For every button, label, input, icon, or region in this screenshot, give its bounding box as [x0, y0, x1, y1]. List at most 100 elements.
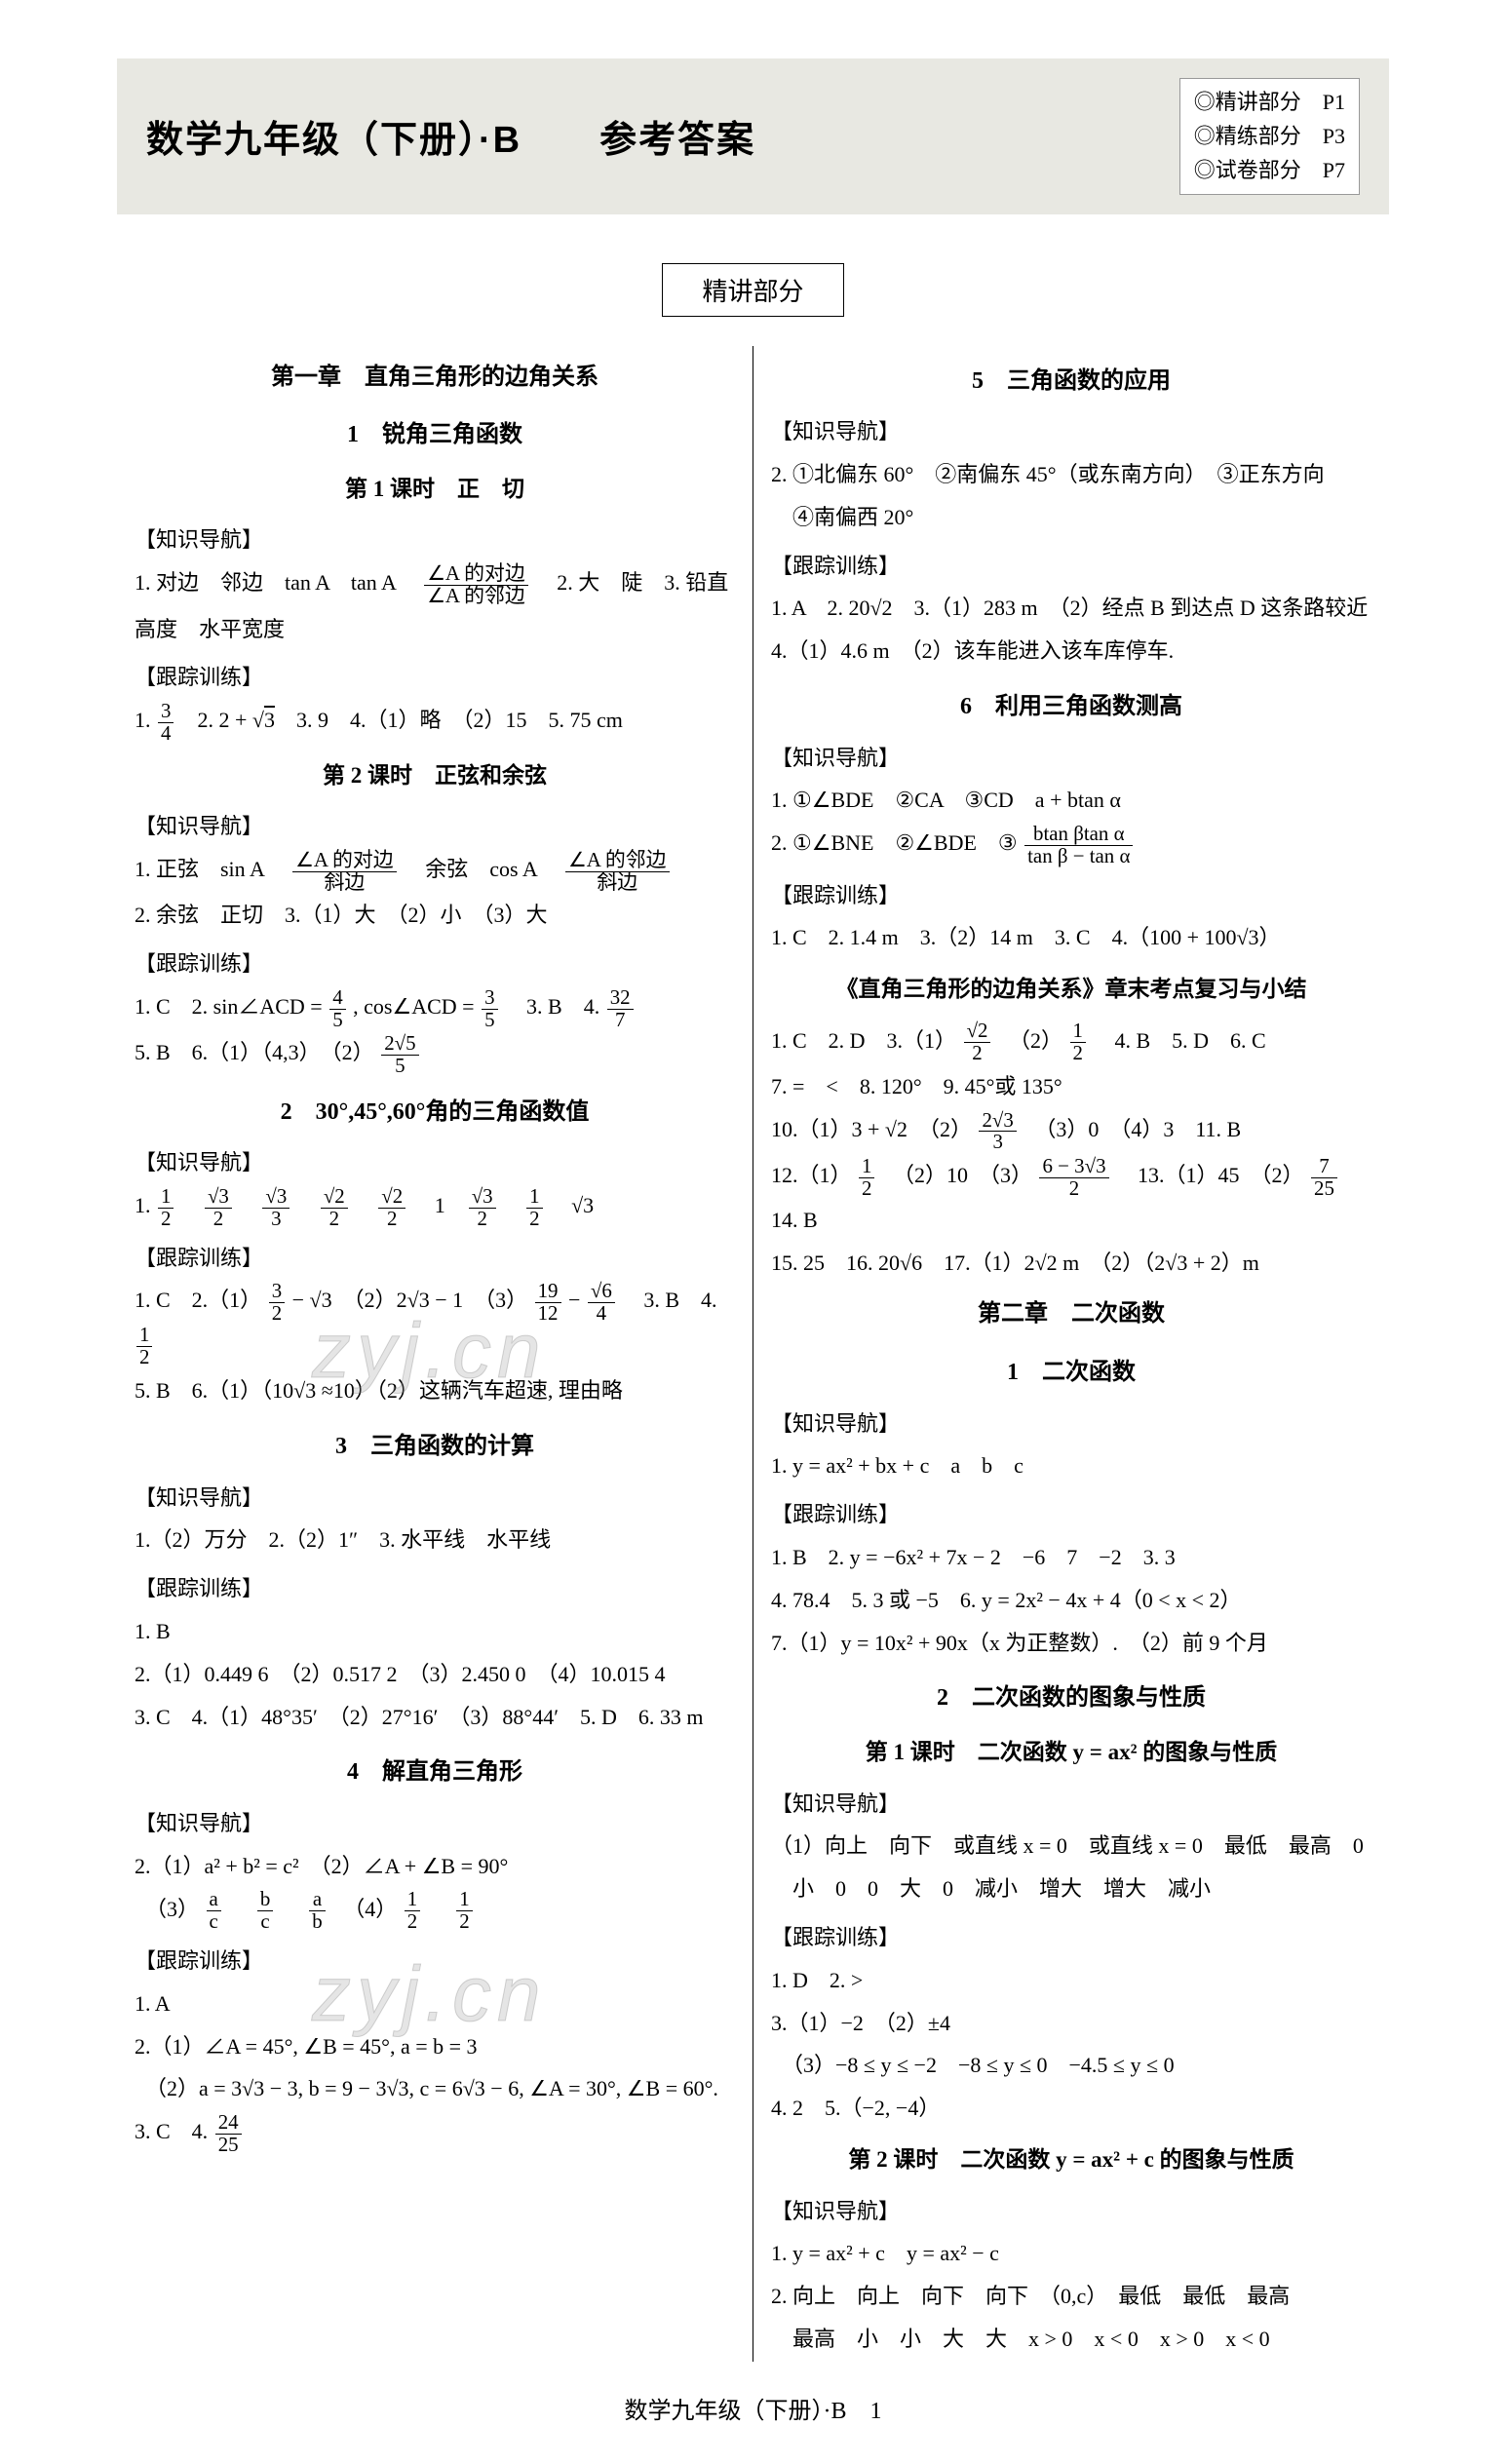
text: 13.（1）45 （2） [1116, 1163, 1304, 1187]
practice-label: 【跟踪训练】 [771, 875, 1371, 916]
denominator: 5 [329, 1010, 345, 1031]
denominator: 2 [1039, 1178, 1108, 1200]
text-line: 7. = < 8. 120° 9. 45°或 135° [771, 1066, 1371, 1107]
text: 余弦 cos A [404, 857, 558, 881]
page-footer: 数学九年级（下册）·B 1 [117, 2391, 1389, 2425]
section-heading: 4 解直角三角形 [135, 1751, 735, 1795]
text-line: 3. C 4.（1）48°35′ （2）27°16′ （3）88°44′ 5. … [135, 1697, 735, 1738]
page-ref-line: ◎精讲部分 P1 [1194, 85, 1345, 119]
practice-label: 【跟踪训练】 [135, 943, 735, 984]
denominator: 2 [526, 1209, 542, 1230]
fraction: 2√55 [381, 1033, 418, 1077]
fraction: 12 [136, 1325, 152, 1368]
fraction: √64 [588, 1281, 615, 1325]
text-line: 10.（1）3 + √2 （2） 2√33 （3）0 （4）3 11. B [771, 1109, 1371, 1153]
fraction: 725 [1311, 1156, 1337, 1200]
text: , cos∠ACD = [353, 994, 480, 1019]
denominator: 7 [607, 1010, 634, 1031]
denominator: 2 [405, 1911, 420, 1933]
practice-label: 【跟踪训练】 [771, 1917, 1371, 1958]
fraction: 2425 [215, 2112, 242, 2156]
denominator: 斜边 [292, 872, 397, 894]
text-line: 1. A 2. 20√2 3.（1）283 m （2）经点 B 到达点 D 这条… [771, 588, 1371, 629]
denominator: 3 [262, 1209, 290, 1230]
right-column: 5 三角函数的应用 【知识导航】 2. ①北偏东 60° ②南偏东 45°（或东… [753, 346, 1389, 2362]
text-line: 1. A [135, 1983, 735, 2024]
text-line: 最高 小 小 大 大 x > 0 x < 0 x > 0 x < 0 [771, 2319, 1371, 2360]
knowledge-label: 【知识导航】 [771, 411, 1371, 452]
text: 2. ①∠BNE ②∠BDE ③ [771, 830, 1018, 855]
text: 3. B 4. [505, 994, 605, 1019]
text-line: （3）−8 ≤ y ≤ −2 −8 ≤ y ≤ 0 −4.5 ≤ y ≤ 0 [771, 2045, 1371, 2086]
lesson-heading: 第 1 课时 二次函数 y = ax² 的图象与性质 [771, 1731, 1371, 1774]
text-line: 7.（1）y = 10x² + 90x（x 为正整数）. （2）前 9 个月 [771, 1623, 1371, 1664]
page-ref-line: ◎试卷部分 P7 [1194, 153, 1345, 187]
text-line: 1. C 2. D 3.（1） √22 （2） 12 4. B 5. D 6. … [771, 1020, 1371, 1064]
chapter-heading: 第一章 直角三角形的边角关系 [135, 356, 735, 401]
fraction: ab [309, 1889, 325, 1933]
fraction: ∠A 的对边∠A 的邻边 [424, 563, 528, 607]
text-line: 4. 2 5.（−2, −4） [771, 2088, 1371, 2129]
lesson-heading: 第 2 课时 二次函数 y = ax² + c 的图象与性质 [771, 2138, 1371, 2181]
numerator: 3 [269, 1281, 285, 1303]
numerator: ∠A 的对边 [424, 563, 528, 586]
review-heading: 《直角三角形的边角关系》章末考点复习与小结 [771, 968, 1371, 1011]
section-heading: 1 二次函数 [771, 1351, 1371, 1396]
section-tab: 精讲部分 [662, 263, 843, 317]
section-heading: 5 三角函数的应用 [771, 360, 1371, 404]
numerator: √2 [964, 1020, 991, 1043]
numerator: √2 [378, 1186, 405, 1209]
numerator: 1 [859, 1156, 874, 1178]
header-banner: 数学九年级（下册）·B 参考答案 ◎精讲部分 P1 ◎精练部分 P3 ◎试卷部分… [117, 58, 1389, 214]
denominator: c [207, 1911, 221, 1933]
text: 12.（1） [771, 1163, 852, 1187]
text-line: 2. 余弦 正切 3.（1）大 （2）小 （3）大 [135, 895, 735, 936]
page: 数学九年级（下册）·B 参考答案 ◎精讲部分 P1 ◎精练部分 P3 ◎试卷部分… [0, 0, 1506, 2464]
text-line: 1. y = ax² + bx + c a b c [771, 1445, 1371, 1486]
numerator: 1 [526, 1186, 542, 1209]
text: （2） [998, 1028, 1062, 1053]
numerator: 4 [329, 987, 345, 1010]
text-line: 4.（1）4.6 m （2）该车能进入该车库停车. [771, 631, 1371, 672]
two-column-body: 第一章 直角三角形的边角关系 1 锐角三角函数 第 1 课时 正 切 【知识导航… [117, 346, 1389, 2362]
practice-label: 【跟踪训练】 [771, 546, 1371, 587]
numerator: √2 [321, 1186, 348, 1209]
practice-label: 【跟踪训练】 [135, 657, 735, 698]
denominator: 2 [158, 1209, 174, 1230]
text-line: 5. B 6.（1）（10√3 ≈10）（2）这辆汽车超速, 理由略 [135, 1370, 735, 1411]
section-heading: 1 锐角三角函数 [135, 413, 735, 458]
page-title: 数学九年级（下册）·B 参考答案 [146, 109, 1179, 163]
fraction: 1912 [535, 1281, 561, 1325]
fraction: 12 [1070, 1020, 1086, 1064]
numerator: 3 [482, 987, 497, 1010]
text-line: 4. 78.4 5. 3 或 −5 6. y = 2x² − 4x + 4（0 … [771, 1580, 1371, 1621]
numerator: 2√5 [381, 1033, 418, 1056]
knowledge-label: 【知识导航】 [135, 1478, 735, 1519]
denominator: 2 [205, 1209, 232, 1230]
denominator: 2 [136, 1347, 152, 1368]
text-line: 15. 25 16. 20√6 17.（1）2√2 m （2）（2√3 + 2）… [771, 1243, 1371, 1284]
text [428, 1897, 449, 1921]
text-line: 1.（2）万分 2.（2）1″ 3. 水平线 水平线 [135, 1520, 735, 1560]
fraction: √22 [321, 1186, 348, 1230]
text-line: 1. C 2.（1） 32 − √3 （2）2√3 − 1 （3） 1912 −… [135, 1280, 735, 1368]
numerator: 1 [456, 1889, 472, 1911]
practice-label: 【跟踪训练】 [771, 1494, 1371, 1535]
section-heading: 2 30°,45°,60°角的三角函数值 [135, 1091, 735, 1136]
text-line: （1）向上 向下 或直线 x = 0 或直线 x = 0 最低 最高 0 [771, 1826, 1371, 1867]
fraction: √32 [469, 1186, 496, 1230]
text-line: 1. 12 √32 √33 √22 √22 1 √32 12 √3 [135, 1185, 735, 1229]
fraction: bc [257, 1889, 273, 1933]
numerator: a [309, 1889, 325, 1911]
denominator: 4 [158, 723, 174, 745]
fraction: 2√33 [979, 1110, 1016, 1154]
text-line: 1. C 2. sin∠ACD = 45 , cos∠ACD = 35 3. B… [135, 986, 735, 1030]
knowledge-label: 【知识导航】 [135, 520, 735, 560]
text-line: 1. y = ax² + c y = ax² − c [771, 2233, 1371, 2274]
text [281, 1897, 302, 1921]
numerator: 19 [535, 1281, 561, 1303]
numerator: 2√3 [979, 1110, 1016, 1133]
text: 4. B 5. D 6. C [1093, 1028, 1265, 1053]
denominator: ∠A 的邻边 [424, 586, 528, 607]
text: − √3 （2）2√3 − 1 （3） [292, 1288, 527, 1312]
